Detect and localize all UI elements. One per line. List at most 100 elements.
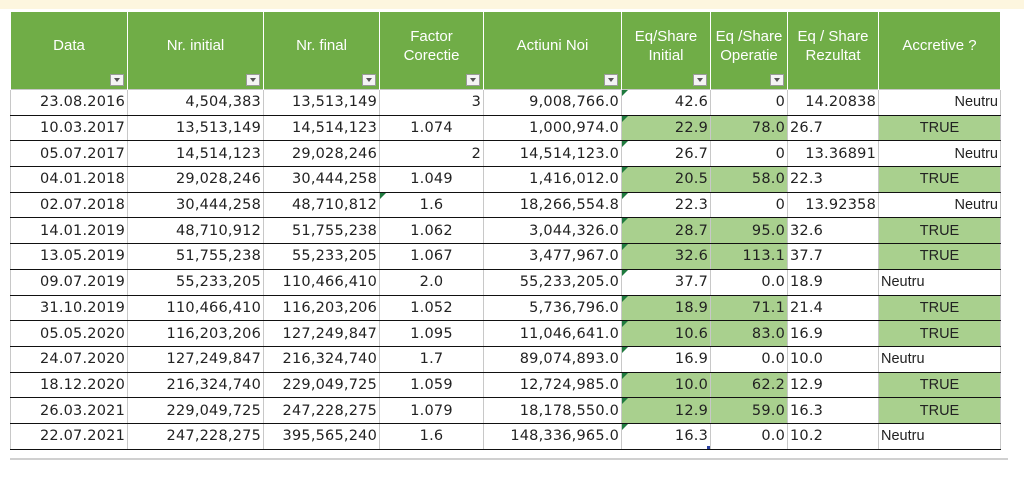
cell-nr-initial[interactable]: 48,710,912 xyxy=(127,217,264,245)
cell-data[interactable]: 22.07.2021 xyxy=(10,422,128,450)
cell-data[interactable]: 31.10.2019 xyxy=(10,294,128,322)
cell-accretive[interactable]: Neutru xyxy=(878,345,1001,373)
cell-eq-operatie[interactable]: 78.0 xyxy=(710,114,788,142)
cell-nr-final[interactable]: 395,565,240 xyxy=(263,422,380,450)
cell-factor[interactable]: 2.0 xyxy=(379,268,484,296)
cell-factor[interactable]: 1.052 xyxy=(379,294,484,322)
cell-eq-initial[interactable]: 18.9 xyxy=(621,294,711,322)
cell-eq-rezultat[interactable]: 10.0 xyxy=(787,345,879,373)
cell-eq-rezultat[interactable]: 13.36891 xyxy=(787,140,879,168)
cell-eq-operatie[interactable]: 83.0 xyxy=(710,320,788,347)
cell-accretive[interactable]: TRUE xyxy=(878,114,1001,142)
filter-dropdown-icon[interactable] xyxy=(693,74,707,86)
cell-factor[interactable]: 2 xyxy=(379,140,484,168)
cell-nr-final[interactable]: 14,514,123 xyxy=(263,114,380,142)
cell-eq-initial[interactable]: 16.9 xyxy=(621,345,711,373)
cell-accretive[interactable]: Neutru xyxy=(878,422,1001,450)
cell-eq-initial[interactable]: 42.6 xyxy=(621,89,711,116)
cell-accretive[interactable]: TRUE xyxy=(878,166,1001,193)
cell-eq-rezultat[interactable]: 18.9 xyxy=(787,268,879,296)
cell-eq-operatie[interactable]: 0 xyxy=(710,89,788,116)
cell-eq-operatie[interactable]: 62.2 xyxy=(710,371,788,399)
cell-factor[interactable]: 1.6 xyxy=(379,422,484,450)
filter-dropdown-icon[interactable] xyxy=(770,74,784,86)
cell-data[interactable]: 04.01.2018 xyxy=(10,166,128,193)
cell-eq-rezultat[interactable]: 26.7 xyxy=(787,114,879,142)
cell-eq-initial[interactable]: 26.7 xyxy=(621,140,711,168)
cell-eq-initial[interactable]: 32.6 xyxy=(621,243,711,270)
cell-nr-initial[interactable]: 51,755,238 xyxy=(127,243,264,270)
cell-eq-initial[interactable]: 10.0 xyxy=(621,371,711,399)
cell-actiuni[interactable]: 3,477,967.0 xyxy=(483,243,622,270)
cell-factor[interactable]: 1.095 xyxy=(379,320,484,347)
cell-data[interactable]: 09.07.2019 xyxy=(10,268,128,296)
cell-actiuni[interactable]: 11,046,641.0 xyxy=(483,320,622,347)
cell-nr-initial[interactable]: 14,514,123 xyxy=(127,140,264,168)
cell-accretive[interactable]: TRUE xyxy=(878,371,1001,399)
cell-eq-rezultat[interactable]: 14.20838 xyxy=(787,89,879,116)
cell-accretive[interactable]: TRUE xyxy=(878,320,1001,347)
cell-factor[interactable]: 1.059 xyxy=(379,371,484,399)
cell-eq-rezultat[interactable]: 13.92358 xyxy=(787,191,879,219)
cell-nr-final[interactable]: 51,755,238 xyxy=(263,217,380,245)
cell-accretive[interactable]: Neutru xyxy=(878,191,1001,219)
cell-eq-rezultat[interactable]: 16.3 xyxy=(787,397,879,424)
cell-eq-operatie[interactable]: 0.0 xyxy=(710,268,788,296)
cell-data[interactable]: 05.07.2017 xyxy=(10,140,128,168)
cell-eq-initial[interactable]: 16.3 xyxy=(621,422,711,450)
cell-eq-rezultat[interactable]: 32.6 xyxy=(787,217,879,245)
cell-eq-initial[interactable]: 12.9 xyxy=(621,397,711,424)
cell-data[interactable]: 24.07.2020 xyxy=(10,345,128,373)
cell-eq-operatie[interactable]: 71.1 xyxy=(710,294,788,322)
cell-data[interactable]: 02.07.2018 xyxy=(10,191,128,219)
cell-eq-operatie[interactable]: 0.0 xyxy=(710,422,788,450)
cell-actiuni[interactable]: 3,044,326.0 xyxy=(483,217,622,245)
cell-eq-operatie[interactable]: 95.0 xyxy=(710,217,788,245)
cell-eq-operatie[interactable]: 0 xyxy=(710,140,788,168)
cell-accretive[interactable]: TRUE xyxy=(878,294,1001,322)
cell-nr-final[interactable]: 55,233,205 xyxy=(263,243,380,270)
cell-eq-initial[interactable]: 37.7 xyxy=(621,268,711,296)
cell-factor[interactable]: 1.6 xyxy=(379,191,484,219)
cell-accretive[interactable]: TRUE xyxy=(878,243,1001,270)
cell-data[interactable]: 05.05.2020 xyxy=(10,320,128,347)
cell-eq-operatie[interactable]: 113.1 xyxy=(710,243,788,270)
cell-nr-initial[interactable]: 30,444,258 xyxy=(127,191,264,219)
cell-nr-initial[interactable]: 247,228,275 xyxy=(127,422,264,450)
fill-handle-icon[interactable] xyxy=(707,445,710,449)
cell-accretive[interactable]: TRUE xyxy=(878,397,1001,424)
cell-factor[interactable]: 1.074 xyxy=(379,114,484,142)
cell-actiuni[interactable]: 1,000,974.0 xyxy=(483,114,622,142)
cell-actiuni[interactable]: 89,074,893.0 xyxy=(483,345,622,373)
cell-eq-rezultat[interactable]: 16.9 xyxy=(787,320,879,347)
cell-actiuni[interactable]: 1,416,012.0 xyxy=(483,166,622,193)
cell-nr-initial[interactable]: 216,324,740 xyxy=(127,371,264,399)
cell-eq-initial[interactable]: 10.6 xyxy=(621,320,711,347)
cell-data[interactable]: 13.05.2019 xyxy=(10,243,128,270)
cell-actiuni[interactable]: 9,008,766.0 xyxy=(483,89,622,116)
cell-nr-initial[interactable]: 127,249,847 xyxy=(127,345,264,373)
cell-eq-rezultat[interactable]: 22.3 xyxy=(787,166,879,193)
cell-eq-operatie[interactable]: 0 xyxy=(710,191,788,219)
cell-factor[interactable]: 3 xyxy=(379,89,484,116)
cell-actiuni[interactable]: 18,266,554.8 xyxy=(483,191,622,219)
cell-data[interactable]: 23.08.2016 xyxy=(10,89,128,116)
cell-factor[interactable]: 1.062 xyxy=(379,217,484,245)
cell-eq-rezultat[interactable]: 10.2 xyxy=(787,422,879,450)
cell-nr-initial[interactable]: 29,028,246 xyxy=(127,166,264,193)
cell-eq-operatie[interactable]: 58.0 xyxy=(710,166,788,193)
cell-data[interactable]: 26.03.2021 xyxy=(10,397,128,424)
cell-data[interactable]: 10.03.2017 xyxy=(10,114,128,142)
cell-actiuni[interactable]: 55,233,205.0 xyxy=(483,268,622,296)
cell-eq-operatie[interactable]: 59.0 xyxy=(710,397,788,424)
cell-nr-final[interactable]: 247,228,275 xyxy=(263,397,380,424)
filter-dropdown-icon[interactable] xyxy=(466,74,480,86)
filter-dropdown-icon[interactable] xyxy=(246,74,260,86)
cell-factor[interactable]: 1.079 xyxy=(379,397,484,424)
cell-data[interactable]: 18.12.2020 xyxy=(10,371,128,399)
cell-eq-initial[interactable]: 28.7 xyxy=(621,217,711,245)
filter-dropdown-icon[interactable] xyxy=(604,74,618,86)
cell-nr-final[interactable]: 30,444,258 xyxy=(263,166,380,193)
cell-factor[interactable]: 1.067 xyxy=(379,243,484,270)
cell-nr-initial[interactable]: 116,203,206 xyxy=(127,320,264,347)
